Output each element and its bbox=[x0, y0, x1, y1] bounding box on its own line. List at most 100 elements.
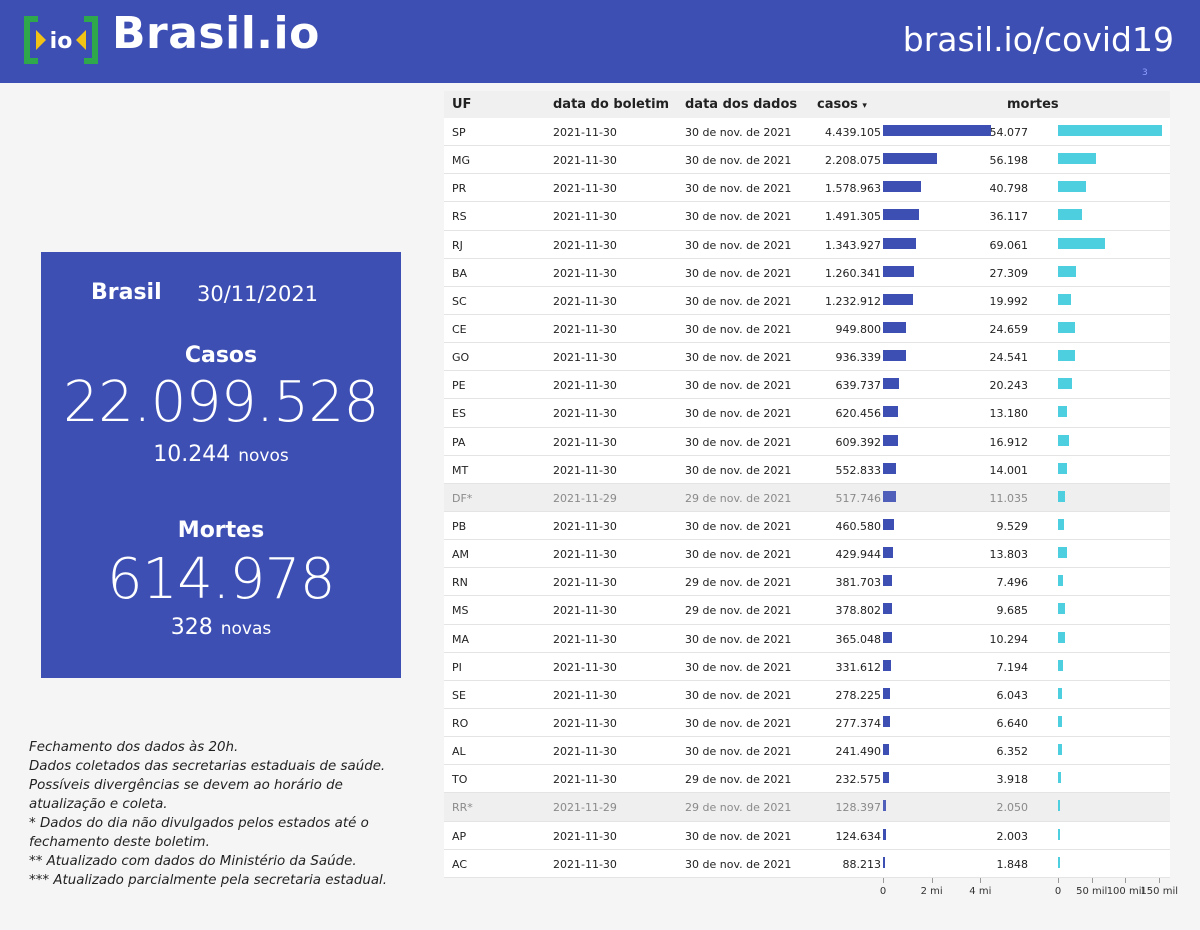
table-row[interactable]: PI 2021-11-30 30 de nov. de 2021 331.612 7.1… bbox=[444, 652, 1170, 681]
mortes-bar bbox=[1058, 350, 1075, 362]
cell-boletim: 2021-11-30 bbox=[553, 857, 617, 871]
casos-bar bbox=[883, 350, 906, 362]
table-row[interactable]: PA 2021-11-30 30 de nov. de 2021 609.392 16.… bbox=[444, 427, 1170, 456]
mortes-bar bbox=[1058, 490, 1066, 502]
mortes-axis-label: 50 mil bbox=[1076, 885, 1108, 897]
table-row[interactable]: PE 2021-11-30 30 de nov. de 2021 639.737 20.… bbox=[444, 371, 1170, 400]
table-row[interactable]: MS 2021-11-30 29 de nov. de 2021 378.802 9.6… bbox=[444, 596, 1170, 625]
table-row[interactable]: BA 2021-11-30 30 de nov. de 2021 1.260.341 2… bbox=[444, 258, 1170, 287]
cell-dados: 30 de nov. de 2021 bbox=[685, 716, 792, 730]
cell-mortes: 7.194 bbox=[996, 660, 1029, 674]
mortes-bar bbox=[1058, 687, 1063, 699]
table-row[interactable]: AP 2021-11-30 30 de nov. de 2021 124.634 2.0… bbox=[444, 821, 1170, 850]
cell-dados: 29 de nov. de 2021 bbox=[685, 773, 792, 787]
cell-boletim: 2021-11-30 bbox=[553, 351, 617, 365]
cell-dados: 30 de nov. de 2021 bbox=[685, 294, 792, 308]
table-row[interactable]: RR* 2021-11-29 29 de nov. de 2021 128.397 2.… bbox=[444, 793, 1170, 822]
cell-casos: 365.048 bbox=[835, 632, 882, 646]
cell-mortes: 20.243 bbox=[989, 379, 1029, 393]
table-row[interactable]: GO 2021-11-30 30 de nov. de 2021 936.339 24.… bbox=[444, 343, 1170, 372]
cell-dados: 30 de nov. de 2021 bbox=[685, 126, 792, 139]
cell-uf: MS bbox=[452, 604, 469, 618]
table-row[interactable]: MG 2021-11-30 30 de nov. de 2021 2.208.075 5… bbox=[444, 146, 1170, 175]
cell-boletim: 2021-11-30 bbox=[553, 632, 617, 646]
cases-total: 22.099.528 bbox=[63, 370, 379, 435]
logo-text[interactable]: Brasil.io bbox=[112, 8, 320, 59]
table-row[interactable]: RJ 2021-11-30 30 de nov. de 2021 1.343.927 6… bbox=[444, 230, 1170, 259]
casos-bar bbox=[883, 237, 916, 249]
header-dados[interactable]: data dos dados bbox=[685, 97, 798, 112]
header-uf[interactable]: UF bbox=[452, 97, 472, 112]
table-row[interactable]: AC 2021-11-30 30 de nov. de 2021 88.213 1.84… bbox=[444, 849, 1170, 878]
header-boletim[interactable]: data do boletim bbox=[553, 97, 670, 112]
cell-casos: 277.374 bbox=[835, 716, 882, 730]
table-row[interactable]: RO 2021-11-30 30 de nov. de 2021 277.374 6.6… bbox=[444, 708, 1170, 738]
casos-bar bbox=[883, 490, 896, 502]
table-row[interactable]: AL 2021-11-30 30 de nov. de 2021 241.490 6.3… bbox=[444, 737, 1170, 766]
mortes-bar bbox=[1058, 631, 1065, 643]
table-row[interactable]: MA 2021-11-30 30 de nov. de 2021 365.048 10.… bbox=[444, 624, 1170, 653]
cell-dados: 30 de nov. de 2021 bbox=[685, 379, 792, 393]
cell-casos: 241.490 bbox=[835, 745, 882, 759]
cell-uf: RR* bbox=[452, 801, 473, 815]
table-row[interactable]: PR 2021-11-30 30 de nov. de 2021 1.578.963 4… bbox=[444, 174, 1170, 203]
casos-bar bbox=[883, 800, 887, 812]
cell-mortes: 7.496 bbox=[996, 576, 1029, 590]
table-row[interactable]: CE 2021-11-30 30 de nov. de 2021 949.800 24.… bbox=[444, 314, 1170, 344]
cell-casos: 949.800 bbox=[835, 322, 882, 336]
header-mortes[interactable]: mortes bbox=[1007, 97, 1059, 112]
casos-bar bbox=[883, 293, 913, 305]
casos-bar bbox=[883, 659, 892, 671]
cell-casos: 128.397 bbox=[835, 801, 882, 815]
cell-casos: 1.232.912 bbox=[825, 294, 881, 308]
cell-mortes: 27.309 bbox=[989, 266, 1029, 280]
axis-tick bbox=[1091, 877, 1093, 883]
cell-uf: SC bbox=[452, 294, 467, 308]
casos-axis-label: 4 mi bbox=[969, 885, 992, 897]
logo-mark-text: io bbox=[50, 29, 73, 54]
cell-mortes: 6.352 bbox=[996, 745, 1029, 759]
table-row[interactable]: DF* 2021-11-29 29 de nov. de 2021 517.746 11… bbox=[444, 483, 1170, 512]
cell-mortes: 69.061 bbox=[989, 238, 1029, 252]
cell-boletim: 2021-11-30 bbox=[553, 210, 617, 224]
table-row[interactable]: MT 2021-11-30 30 de nov. de 2021 552.833 14.… bbox=[444, 455, 1170, 484]
cell-uf: RO bbox=[452, 716, 469, 730]
table-row[interactable]: SC 2021-11-30 30 de nov. de 2021 1.232.912 1… bbox=[444, 286, 1170, 315]
cell-mortes: 13.180 bbox=[989, 407, 1029, 421]
casos-bar bbox=[883, 631, 892, 643]
cell-boletim: 2021-11-30 bbox=[553, 773, 617, 787]
cell-dados: 30 de nov. de 2021 bbox=[685, 463, 792, 477]
cell-dados: 30 de nov. de 2021 bbox=[685, 435, 792, 449]
table-row[interactable]: PB 2021-11-30 30 de nov. de 2021 460.580 9.5… bbox=[444, 511, 1170, 541]
table-row[interactable]: AM 2021-11-30 30 de nov. de 2021 429.944 13.… bbox=[444, 540, 1170, 569]
cell-uf: PI bbox=[452, 660, 462, 674]
table-row[interactable]: SP 2021-11-30 30 de nov. de 2021 4.439.105 1… bbox=[444, 118, 1170, 147]
cell-boletim: 2021-11-30 bbox=[553, 322, 617, 336]
cell-mortes: 9.685 bbox=[996, 604, 1029, 618]
table-row[interactable]: SE 2021-11-30 30 de nov. de 2021 278.225 6.0… bbox=[444, 680, 1170, 709]
cell-boletim: 2021-11-30 bbox=[553, 266, 617, 280]
header-url-link[interactable]: brasil.io/covid19 bbox=[902, 20, 1174, 59]
casos-bar bbox=[883, 744, 889, 756]
header-casos[interactable]: casos ▾ bbox=[817, 97, 867, 112]
mortes-bar bbox=[1058, 434, 1070, 446]
casos-bar bbox=[883, 125, 991, 136]
cell-mortes: 40.798 bbox=[989, 182, 1029, 196]
cell-boletim: 2021-11-30 bbox=[553, 463, 617, 477]
cell-boletim: 2021-11-30 bbox=[553, 238, 617, 252]
brasil-io-logo-icon[interactable]: io bbox=[22, 14, 100, 66]
casos-bar bbox=[883, 715, 890, 727]
mortes-bar bbox=[1058, 547, 1068, 559]
table-row[interactable]: ES 2021-11-30 30 de nov. de 2021 620.456 13.… bbox=[444, 399, 1170, 428]
table-row[interactable]: RS 2021-11-30 30 de nov. de 2021 1.491.305 3… bbox=[444, 202, 1170, 231]
cell-uf: MG bbox=[452, 154, 471, 168]
cell-boletim: 2021-11-29 bbox=[553, 801, 617, 815]
table-row[interactable]: RN 2021-11-30 29 de nov. de 2021 381.703 7.4… bbox=[444, 568, 1170, 597]
summary-card: Brasil 30/11/2021 Casos 22.099.528 10.24… bbox=[41, 252, 401, 678]
cell-uf: PE bbox=[452, 379, 466, 393]
cell-mortes: 36.117 bbox=[989, 210, 1029, 224]
sort-down-icon[interactable]: ▾ bbox=[862, 101, 867, 111]
casos-bar bbox=[883, 209, 920, 221]
mortes-bar bbox=[1058, 378, 1072, 390]
table-row[interactable]: TO 2021-11-30 29 de nov. de 2021 232.575 3.9… bbox=[444, 765, 1170, 794]
